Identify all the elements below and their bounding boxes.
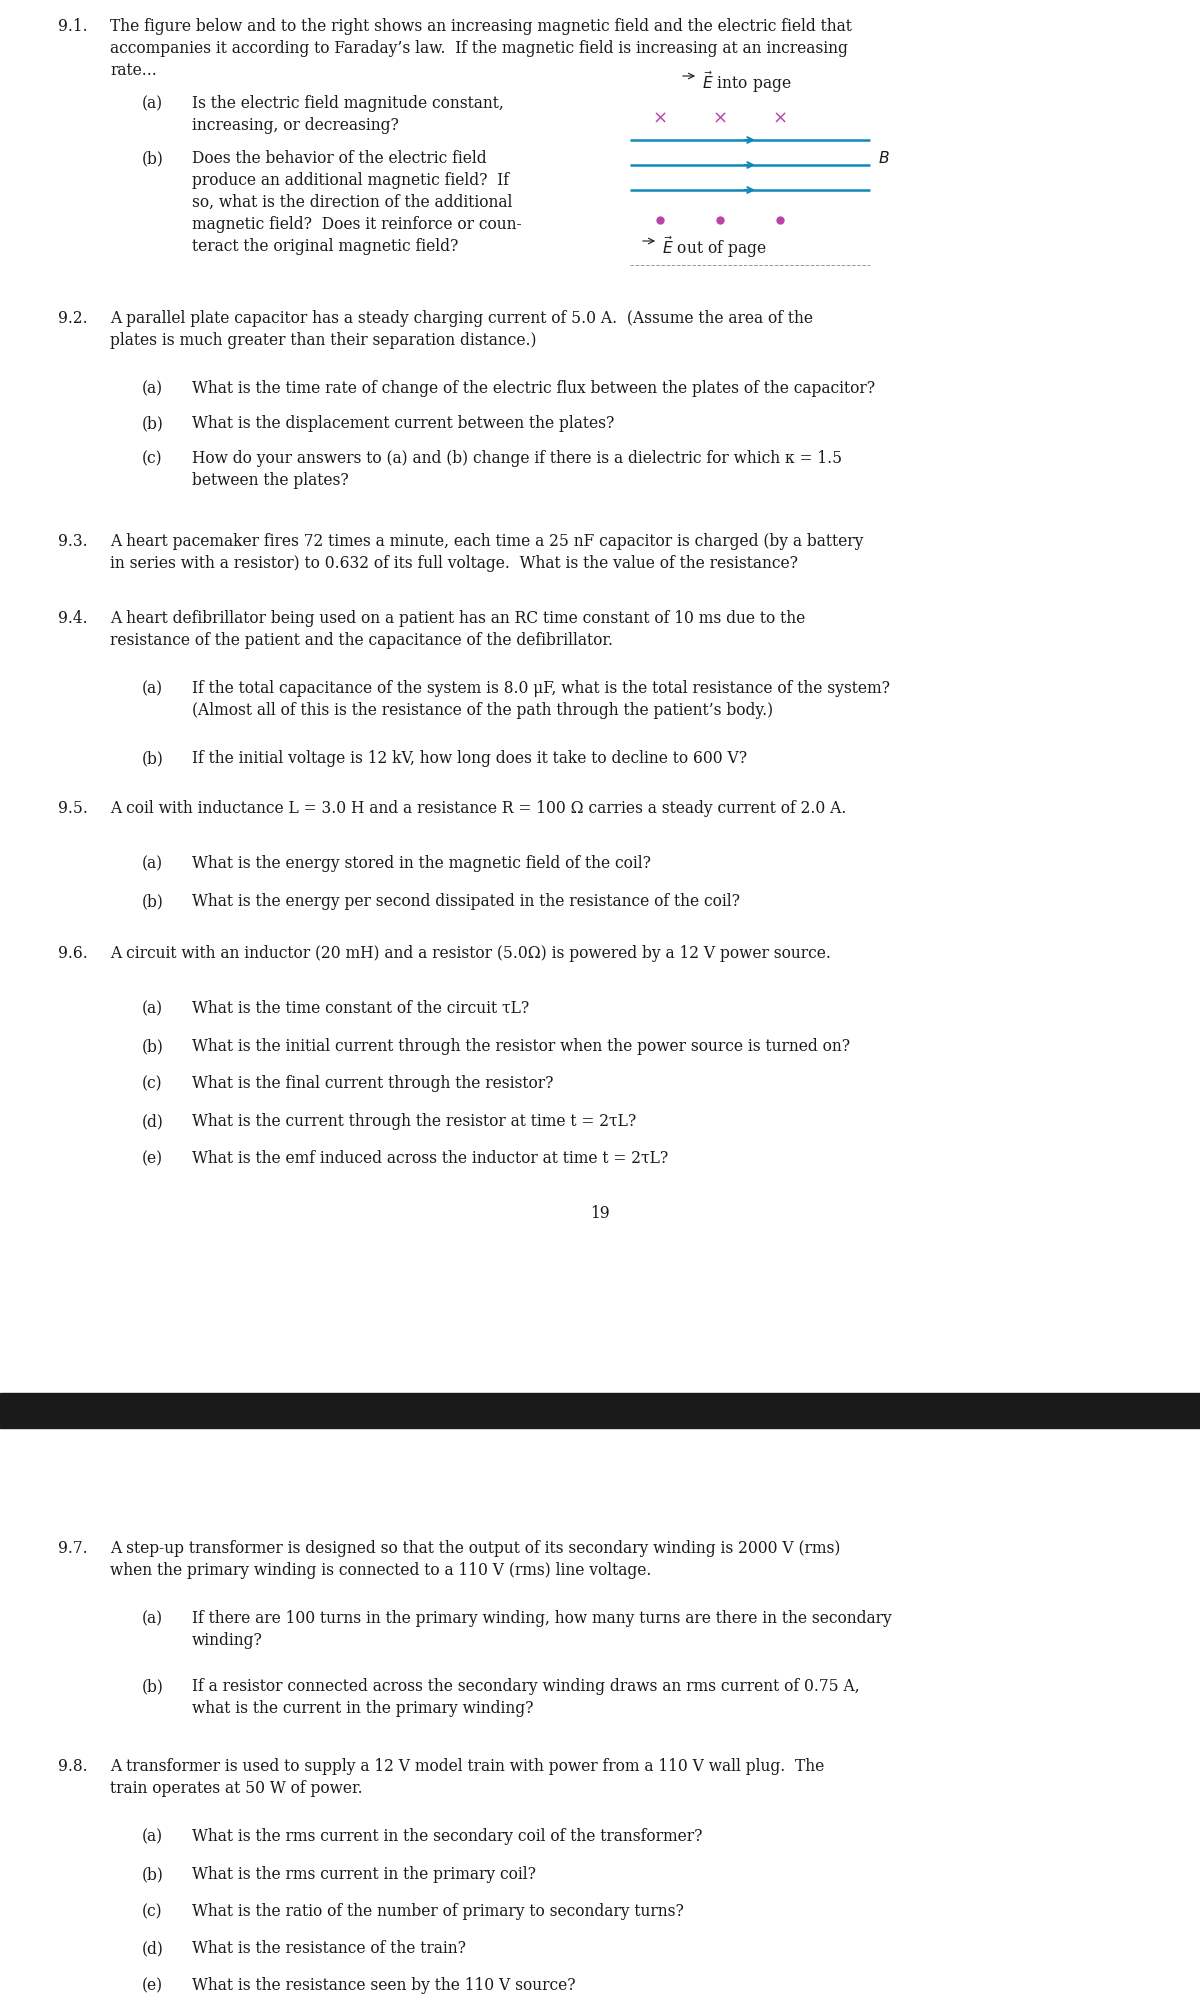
Text: Is the electric field magnitude constant,: Is the electric field magnitude constant… — [192, 94, 504, 112]
Text: plates is much greater than their separation distance.): plates is much greater than their separa… — [110, 333, 536, 349]
Text: (b): (b) — [142, 750, 163, 768]
Text: A transformer is used to supply a 12 V model train with power from a 110 V wall : A transformer is used to supply a 12 V m… — [110, 1758, 824, 1774]
Text: (a): (a) — [142, 854, 163, 872]
Text: magnetic field?  Does it reinforce or coun-: magnetic field? Does it reinforce or cou… — [192, 217, 522, 233]
Text: what is the current in the primary winding?: what is the current in the primary windi… — [192, 1700, 534, 1716]
Text: (a): (a) — [142, 1829, 163, 1845]
Text: (c): (c) — [142, 1903, 162, 1921]
Text: (b): (b) — [142, 1678, 163, 1694]
Text: If a resistor connected across the secondary winding draws an rms current of 0.7: If a resistor connected across the secon… — [192, 1678, 859, 1694]
Text: (b): (b) — [142, 1039, 163, 1055]
Text: 9.4.: 9.4. — [58, 610, 88, 628]
Text: 9.5.: 9.5. — [58, 800, 88, 816]
Text: The figure below and to the right shows an increasing magnetic field and the ele: The figure below and to the right shows … — [110, 18, 852, 34]
Text: What is the rms current in the secondary coil of the transformer?: What is the rms current in the secondary… — [192, 1829, 702, 1845]
Text: 9.2.: 9.2. — [58, 311, 88, 327]
Text: 9.7.: 9.7. — [58, 1540, 88, 1558]
Text: 9.1.: 9.1. — [58, 18, 88, 34]
Text: 9.6.: 9.6. — [58, 944, 88, 962]
Text: ×: × — [773, 110, 787, 128]
Text: (b): (b) — [142, 150, 163, 166]
Text: (c): (c) — [142, 1075, 162, 1093]
Text: (b): (b) — [142, 1867, 163, 1883]
Text: (b): (b) — [142, 892, 163, 910]
Text: What is the initial current through the resistor when the power source is turned: What is the initial current through the … — [192, 1039, 850, 1055]
Text: What is the final current through the resistor?: What is the final current through the re… — [192, 1075, 553, 1093]
Text: (a): (a) — [142, 1000, 163, 1017]
Text: (c): (c) — [142, 449, 162, 467]
Text: A step-up transformer is designed so that the output of its secondary winding is: A step-up transformer is designed so tha… — [110, 1540, 841, 1558]
Text: (a): (a) — [142, 680, 163, 698]
Text: What is the energy per second dissipated in the resistance of the coil?: What is the energy per second dissipated… — [192, 892, 740, 910]
Text: (e): (e) — [142, 1151, 163, 1167]
Text: increasing, or decreasing?: increasing, or decreasing? — [192, 116, 398, 134]
Text: resistance of the patient and the capacitance of the defibrillator.: resistance of the patient and the capaci… — [110, 632, 613, 650]
Text: If the total capacitance of the system is 8.0 μF, what is the total resistance o: If the total capacitance of the system i… — [192, 680, 890, 698]
Text: so, what is the direction of the additional: so, what is the direction of the additio… — [192, 194, 512, 211]
Text: If there are 100 turns in the primary winding, how many turns are there in the s: If there are 100 turns in the primary wi… — [192, 1610, 892, 1626]
Text: (d): (d) — [142, 1941, 163, 1957]
Bar — [0, 1393, 1200, 1428]
Text: What is the emf induced across the inductor at time t = 2τL?: What is the emf induced across the induc… — [192, 1151, 668, 1167]
Text: (d): (d) — [142, 1113, 163, 1131]
Text: ×: × — [713, 110, 727, 128]
Text: $B$: $B$ — [878, 150, 889, 166]
Text: $\vec{E}$ into page: $\vec{E}$ into page — [702, 70, 792, 94]
Text: A heart defibrillator being used on a patient has an RC time constant of 10 ms d: A heart defibrillator being used on a pa… — [110, 610, 805, 628]
Text: What is the ratio of the number of primary to secondary turns?: What is the ratio of the number of prima… — [192, 1903, 684, 1921]
Text: accompanies it according to Faraday’s law.  If the magnetic field is increasing : accompanies it according to Faraday’s la… — [110, 40, 848, 56]
Text: What is the displacement current between the plates?: What is the displacement current between… — [192, 415, 614, 431]
Text: teract the original magnetic field?: teract the original magnetic field? — [192, 239, 458, 255]
Text: What is the time constant of the circuit τL?: What is the time constant of the circuit… — [192, 1000, 529, 1017]
Text: (a): (a) — [142, 1610, 163, 1626]
Text: What is the rms current in the primary coil?: What is the rms current in the primary c… — [192, 1867, 536, 1883]
Text: What is the energy stored in the magnetic field of the coil?: What is the energy stored in the magneti… — [192, 854, 650, 872]
Text: in series with a resistor) to 0.632 of its full voltage.  What is the value of t: in series with a resistor) to 0.632 of i… — [110, 555, 798, 571]
Text: What is the current through the resistor at time t = 2τL?: What is the current through the resistor… — [192, 1113, 636, 1131]
Text: $\vec{E}$ out of page: $\vec{E}$ out of page — [662, 235, 767, 261]
Text: rate...: rate... — [110, 62, 157, 78]
Text: Does the behavior of the electric field: Does the behavior of the electric field — [192, 150, 487, 166]
Text: A parallel plate capacitor has a steady charging current of 5.0 A.  (Assume the : A parallel plate capacitor has a steady … — [110, 311, 814, 327]
Text: A circuit with an inductor (20 mH) and a resistor (5.0Ω) is powered by a 12 V po: A circuit with an inductor (20 mH) and a… — [110, 944, 832, 962]
Text: when the primary winding is connected to a 110 V (rms) line voltage.: when the primary winding is connected to… — [110, 1562, 652, 1580]
Text: (a): (a) — [142, 94, 163, 112]
Text: produce an additional magnetic field?  If: produce an additional magnetic field? If — [192, 172, 509, 188]
Text: A coil with inductance L = 3.0 H and a resistance R = 100 Ω carries a steady cur: A coil with inductance L = 3.0 H and a r… — [110, 800, 847, 816]
Text: ×: × — [653, 110, 667, 128]
Text: (a): (a) — [142, 381, 163, 397]
Text: between the plates?: between the plates? — [192, 471, 349, 489]
Text: 9.3.: 9.3. — [58, 533, 88, 549]
Text: (Almost all of this is the resistance of the path through the patient’s body.): (Almost all of this is the resistance of… — [192, 702, 773, 720]
Text: 9.8.: 9.8. — [58, 1758, 88, 1774]
Text: (e): (e) — [142, 1977, 163, 1995]
Text: A heart pacemaker fires 72 times a minute, each time a 25 nF capacitor is charge: A heart pacemaker fires 72 times a minut… — [110, 533, 864, 549]
Text: What is the time rate of change of the electric flux between the plates of the c: What is the time rate of change of the e… — [192, 381, 875, 397]
Text: 19: 19 — [590, 1205, 610, 1221]
Text: train operates at 50 W of power.: train operates at 50 W of power. — [110, 1780, 364, 1796]
Text: If the initial voltage is 12 kV, how long does it take to decline to 600 V?: If the initial voltage is 12 kV, how lon… — [192, 750, 748, 768]
Text: winding?: winding? — [192, 1632, 263, 1648]
Text: How do your answers to (a) and (b) change if there is a dielectric for which κ =: How do your answers to (a) and (b) chang… — [192, 449, 842, 467]
Text: What is the resistance seen by the 110 V source?: What is the resistance seen by the 110 V… — [192, 1977, 576, 1995]
Text: What is the resistance of the train?: What is the resistance of the train? — [192, 1941, 466, 1957]
Text: (b): (b) — [142, 415, 163, 431]
